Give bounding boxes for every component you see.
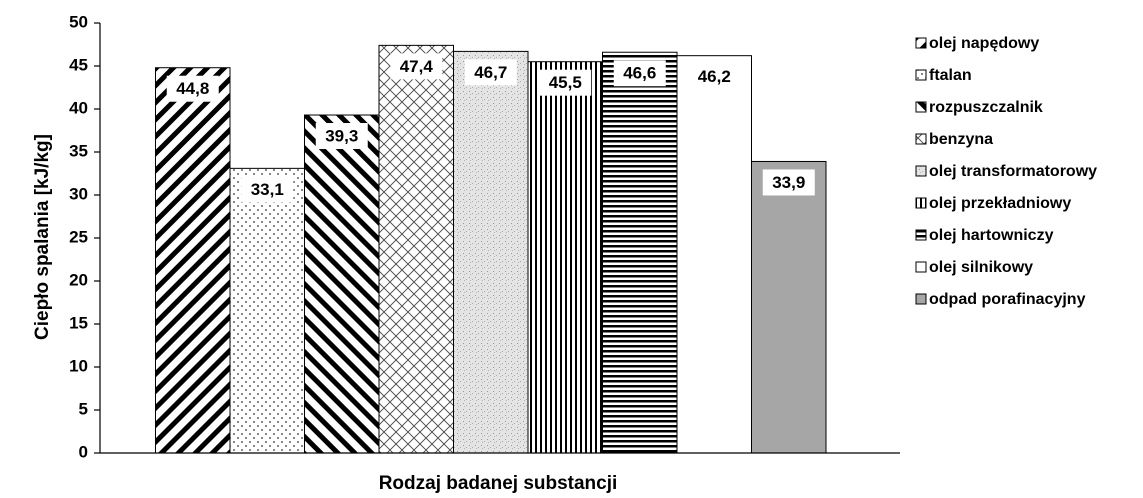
legend-label: olej napędowy [929, 35, 1039, 52]
data-label: 39,3 [325, 127, 358, 146]
legend-label: rozpuszczalnik [929, 99, 1043, 116]
y-tick-label: 30 [69, 184, 88, 203]
bar [527, 61, 603, 454]
legend-swatch [915, 261, 927, 273]
data-labels: 44,8 33,1 39,3 47,4 46,7 45,5 46,6 46,2 33,9 [166, 53, 815, 203]
bar [602, 51, 678, 454]
bar [676, 55, 752, 454]
y-axis-title: Ciepło spalania [kJ/kg] [32, 134, 53, 340]
legend: olej napędowy ftalan rozpuszczalnik benzyna… [915, 35, 1097, 308]
legend-label: olej hartowniczy [929, 227, 1054, 244]
bar [751, 160, 827, 454]
data-label-box [464, 59, 517, 86]
legend-swatch [915, 37, 927, 49]
data-label: 46,2 [698, 67, 731, 86]
data-label-box [390, 53, 443, 80]
x-axis-title: Rodzaj badanej substancji [379, 473, 618, 494]
bar [304, 114, 380, 454]
legend-label: ftalan [929, 67, 972, 84]
bar [378, 44, 454, 454]
data-label-box [613, 60, 666, 87]
legend-label: olej transformatorowy [929, 163, 1097, 180]
data-label: 33,1 [251, 180, 284, 199]
y-tick-label: 0 [79, 442, 88, 461]
y-tick-label: 25 [69, 227, 88, 246]
y-tick-label: 45 [69, 55, 88, 74]
legend-swatch [915, 133, 927, 145]
legend-swatch [915, 293, 927, 305]
data-label-box [688, 63, 741, 90]
data-label: 45,5 [549, 73, 582, 92]
data-label-box [166, 75, 219, 102]
data-label: 44,8 [176, 79, 209, 98]
legend-label: benzyna [929, 131, 993, 148]
legend-swatch [915, 229, 927, 241]
y-tick-label: 20 [69, 270, 88, 289]
data-label: 33,9 [772, 173, 805, 192]
y-tick-label: 35 [69, 141, 88, 160]
y-tick-label: 10 [69, 356, 88, 375]
y-tick-label: 50 [69, 12, 88, 31]
bar [229, 167, 305, 454]
data-label-box [315, 123, 368, 150]
bar [453, 50, 529, 454]
data-label-box [241, 176, 294, 203]
legend-label: olej silnikowy [929, 259, 1033, 276]
data-label: 46,7 [474, 63, 507, 82]
y-tick-label: 5 [79, 399, 88, 418]
bars [155, 44, 827, 454]
legend-swatch [915, 197, 927, 209]
legend-label: olej przekładniowy [929, 195, 1071, 212]
y-axis-ticks: 0 5 10 15 20 25 30 35 40 45 50 [69, 12, 100, 461]
legend-swatch [915, 69, 927, 81]
y-tick-label: 15 [69, 313, 88, 332]
bar [155, 67, 231, 454]
legend-swatch [915, 165, 927, 177]
legend-swatch [915, 101, 927, 113]
data-label: 47,4 [400, 57, 434, 76]
data-label-box [539, 69, 592, 96]
data-label: 46,6 [623, 64, 656, 83]
legend-label: odpad porafinacyjny [929, 291, 1086, 308]
y-tick-label: 40 [69, 98, 88, 117]
data-label-box [762, 169, 815, 196]
